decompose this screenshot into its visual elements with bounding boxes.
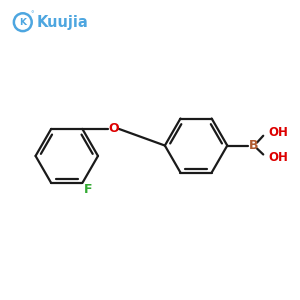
Text: OH: OH [268, 126, 288, 139]
Text: F: F [83, 183, 92, 196]
Text: OH: OH [268, 151, 288, 164]
Text: K: K [19, 18, 26, 27]
Text: O: O [108, 122, 119, 135]
Text: Kuujia: Kuujia [37, 15, 89, 30]
Text: °: ° [31, 11, 34, 17]
Text: B: B [249, 139, 258, 152]
